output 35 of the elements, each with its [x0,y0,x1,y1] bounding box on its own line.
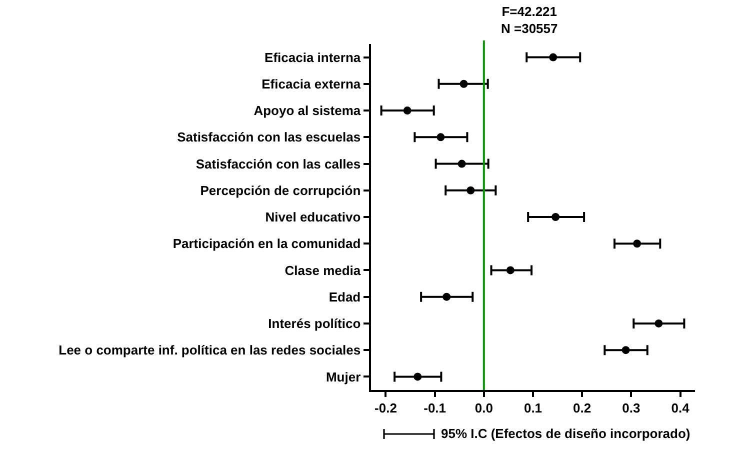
point [414,372,422,381]
x-tick-label: 0.2 [573,400,592,416]
y-tick-label: Lee o comparte inf. política en las redes sociales [58,342,361,358]
y-tick-label: Eficacia externa [262,76,362,92]
y-tick-label: Satisfacción con las escuelas [177,130,361,145]
point [506,266,514,274]
x-tick-label: 0.3 [622,400,640,416]
x-tick-label: 0.1 [524,400,542,416]
point [633,240,642,248]
x-tick-label: 0.0 [474,400,493,416]
y-tick-label: Satisfacción con las calles [196,156,361,172]
point [466,186,475,194]
text: 95% I.C (Efectos de diseño incorporado) [441,426,690,441]
point [654,319,663,328]
y-tick-label: Apoyo al sistema [254,103,362,118]
y-tick-label: Participación en la comunidad [172,236,361,252]
point [442,292,451,301]
point [458,160,466,168]
y-tick-label: Percepción de corrupción [200,182,361,198]
x-tick-label: -0.2 [374,400,397,416]
y-tick-label: Edad [328,289,361,304]
y-tick-label: Interés político [268,316,361,332]
x-tick-label: -0.1 [424,400,446,416]
point [549,53,558,62]
x-tick-label: 0.4 [671,400,690,416]
y-tick-label: Nivel educativo [265,210,361,225]
point [436,133,445,142]
chart-title: F=42.221 N =30557 [501,4,558,36]
y-tick-label: Eficacia interna [264,50,362,65]
point [622,346,630,354]
y-tick-label: Clase media [284,262,362,278]
point [403,106,412,115]
point [460,80,468,88]
point [552,213,560,221]
y-tick-label: Mujer [326,369,361,384]
